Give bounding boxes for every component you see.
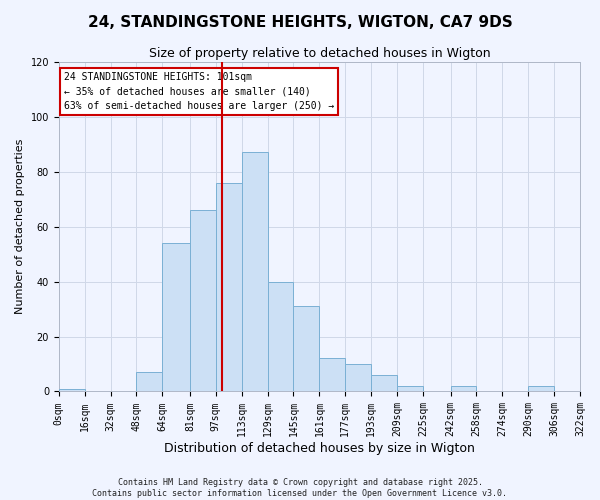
- Bar: [216, 182, 242, 392]
- Bar: [371, 375, 397, 392]
- Bar: [163, 243, 190, 392]
- Bar: [345, 364, 371, 392]
- Bar: [319, 358, 345, 392]
- Y-axis label: Number of detached properties: Number of detached properties: [15, 139, 25, 314]
- Text: Contains HM Land Registry data © Crown copyright and database right 2025.
Contai: Contains HM Land Registry data © Crown c…: [92, 478, 508, 498]
- Bar: [397, 386, 423, 392]
- Bar: [242, 152, 268, 392]
- Bar: [136, 372, 163, 392]
- Bar: [190, 210, 216, 392]
- Bar: [59, 388, 85, 392]
- Bar: [451, 386, 476, 392]
- X-axis label: Distribution of detached houses by size in Wigton: Distribution of detached houses by size …: [164, 442, 475, 455]
- Text: 24 STANDINGSTONE HEIGHTS: 101sqm
← 35% of detached houses are smaller (140)
63% : 24 STANDINGSTONE HEIGHTS: 101sqm ← 35% o…: [64, 72, 334, 111]
- Bar: [293, 306, 319, 392]
- Bar: [528, 386, 554, 392]
- Title: Size of property relative to detached houses in Wigton: Size of property relative to detached ho…: [149, 48, 490, 60]
- Bar: [268, 282, 293, 392]
- Text: 24, STANDINGSTONE HEIGHTS, WIGTON, CA7 9DS: 24, STANDINGSTONE HEIGHTS, WIGTON, CA7 9…: [88, 15, 512, 30]
